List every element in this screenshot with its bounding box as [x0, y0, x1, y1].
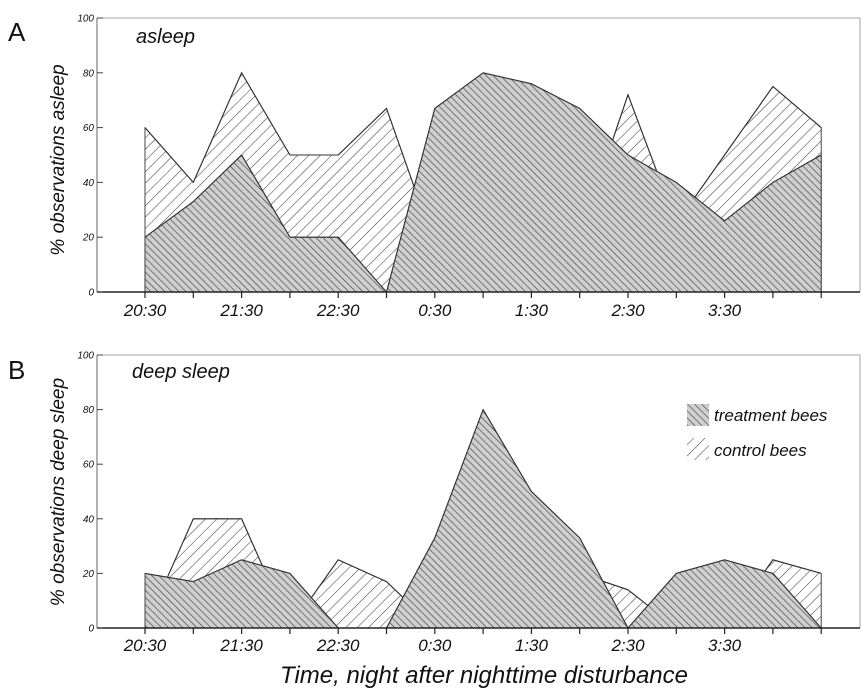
y-tick-label: 80 — [83, 405, 95, 416]
y-tick-label: 60 — [83, 123, 95, 134]
x-tick-label: 21:30 — [219, 636, 263, 655]
y-tick-label: 0 — [88, 624, 94, 635]
legend-item-control: control bees — [687, 438, 807, 460]
x-tick-label: 22:30 — [316, 636, 360, 655]
y-tick-label: 100 — [77, 351, 94, 362]
panel-title: deep sleep — [132, 361, 230, 383]
y-tick-label: 40 — [83, 178, 95, 189]
legend-swatch-treatment — [687, 404, 709, 426]
legend-label-control: control bees — [714, 441, 807, 460]
panel-label: A — [8, 17, 26, 47]
panel-deep-sleep: B deep sleep % observations deep sleep 0… — [8, 351, 861, 655]
x-tick-label: 2:30 — [610, 301, 645, 320]
panel-label: B — [8, 355, 25, 385]
legend-swatch-control — [687, 438, 709, 460]
legend: treatment bees control bees — [687, 404, 828, 460]
y-tick-label: 20 — [82, 233, 95, 244]
line-treatment-bees — [144, 72, 822, 294]
x-tick-label: 2:30 — [610, 636, 645, 655]
x-tick-label: 1:30 — [515, 301, 549, 320]
y-tick-label: 40 — [83, 514, 95, 525]
panel-asleep: A asleep % observations asleep 0 20 40 60 80… — [8, 14, 861, 320]
y-axis-label: % observations deep sleep — [48, 378, 69, 606]
x-tick-label: 20:30 — [123, 636, 167, 655]
x-tick-label: 0:30 — [418, 636, 452, 655]
y-tick-label: 100 — [77, 14, 94, 25]
y-tick-label: 0 — [88, 288, 94, 299]
y-tick-label: 60 — [83, 460, 95, 471]
y-axis-label: % observations asleep — [48, 64, 69, 255]
legend-label-treatment: treatment bees — [714, 406, 828, 425]
x-tick-label: 1:30 — [515, 636, 549, 655]
y-tick-label: 20 — [82, 569, 95, 580]
x-tick-label: 3:30 — [708, 301, 742, 320]
line-treatment-bees — [144, 408, 822, 629]
x-tick-label: 21:30 — [219, 301, 263, 320]
y-tick-label: 80 — [83, 68, 95, 79]
legend-item-treatment: treatment bees — [687, 404, 828, 426]
x-tick-label: 22:30 — [316, 301, 360, 320]
x-tick-label: 0:30 — [418, 301, 452, 320]
x-tick-label: 3:30 — [708, 636, 742, 655]
panel-title: asleep — [136, 26, 195, 48]
x-tick-label: 20:30 — [123, 301, 167, 320]
x-axis-label: Time, night after nighttime disturbance — [280, 662, 688, 689]
